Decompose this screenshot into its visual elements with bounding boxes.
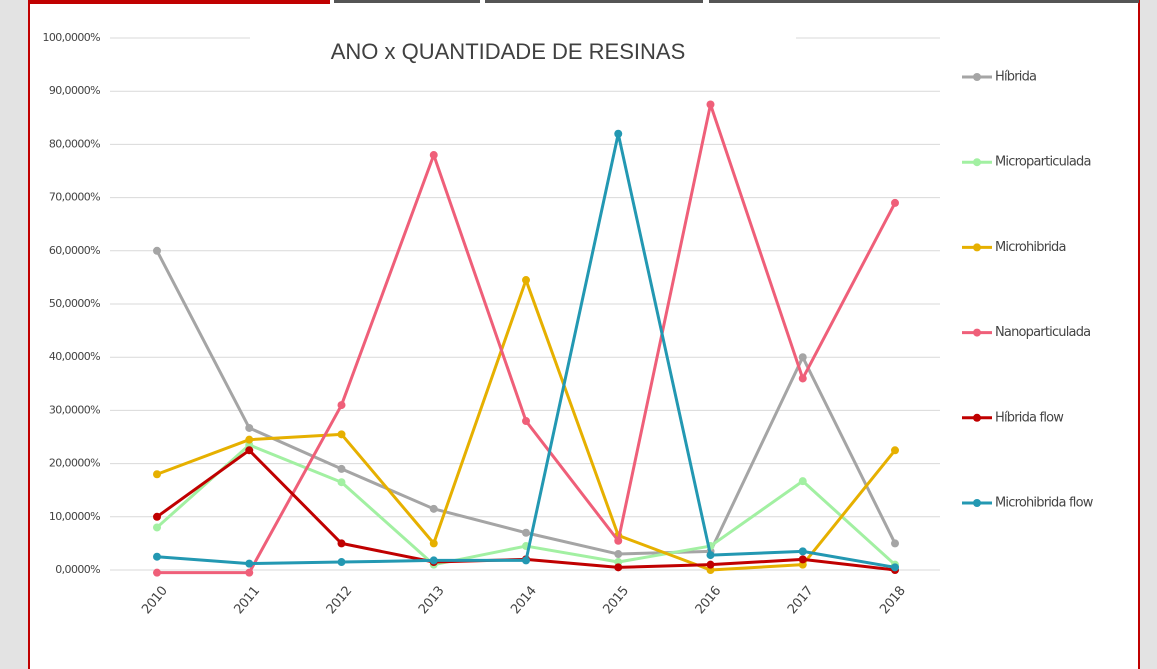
- y-tick-label: 90,0000%: [49, 84, 100, 97]
- point: [153, 568, 161, 577]
- legend-label: Híbrida: [995, 70, 1036, 85]
- legend-label: Microhibrida flow: [995, 496, 1094, 511]
- y-tick-label: 80,0000%: [49, 137, 100, 150]
- y-tick-label: 50,0000%: [49, 297, 100, 310]
- y-tick-label: 40,0000%: [49, 350, 100, 363]
- legend-marker: [973, 499, 981, 507]
- point: [337, 464, 346, 473]
- point: [337, 558, 346, 567]
- tab[interactable]: [334, 0, 480, 3]
- point: [429, 151, 438, 160]
- tab[interactable]: [709, 0, 1139, 3]
- legend-marker: [973, 243, 981, 252]
- legend-label: Microhibrida: [995, 240, 1066, 255]
- point: [798, 353, 807, 362]
- legend-label: Microparticulada: [995, 155, 1091, 170]
- point: [245, 435, 254, 444]
- y-tick-label: 100,0000%: [42, 31, 100, 44]
- point: [429, 539, 438, 548]
- point: [891, 563, 899, 572]
- point: [429, 504, 438, 513]
- tab[interactable]: [485, 0, 703, 3]
- point: [245, 568, 254, 577]
- point: [337, 401, 346, 410]
- y-tick-label: 20,0000%: [49, 457, 100, 470]
- point: [153, 552, 161, 561]
- chart-title: ANO x QUANTIDADE DE RESINAS: [331, 39, 686, 64]
- y-tick-label: 60,0000%: [49, 244, 100, 257]
- point: [337, 478, 346, 487]
- y-tick-label: 10,0000%: [49, 510, 100, 523]
- plot: 0,0000% 10,0000% 20,0000% 30,0000% 40,0000% 5…: [42, 31, 1094, 617]
- legend-label: Híbrida flow: [995, 410, 1064, 425]
- point: [706, 100, 715, 109]
- point: [153, 512, 161, 521]
- point: [429, 556, 438, 565]
- point: [798, 547, 807, 556]
- point: [522, 528, 530, 537]
- point: [614, 536, 623, 545]
- y-tick-label: 30,0000%: [49, 403, 100, 416]
- point: [891, 446, 899, 455]
- legend-marker: [973, 158, 981, 167]
- point: [245, 423, 254, 432]
- point: [891, 198, 899, 207]
- title-bg: [250, 34, 796, 70]
- point: [522, 556, 530, 565]
- point: [337, 539, 346, 548]
- point: [245, 559, 254, 568]
- point: [153, 523, 161, 532]
- point: [522, 276, 530, 285]
- point: [153, 246, 161, 255]
- point: [522, 417, 530, 426]
- y-tick-label: 70,0000%: [49, 191, 100, 204]
- point: [245, 446, 254, 455]
- point: [153, 470, 161, 479]
- active-tab[interactable]: [28, 0, 330, 4]
- point: [337, 430, 346, 439]
- point: [798, 374, 807, 383]
- point: [614, 550, 623, 559]
- point: [891, 539, 899, 548]
- legend-marker: [973, 413, 981, 422]
- point: [706, 551, 715, 560]
- panel: [28, 0, 1140, 669]
- y-tick-label: 0,0000%: [55, 563, 100, 576]
- point: [706, 560, 715, 569]
- legend-marker: [973, 73, 981, 81]
- legend-label: Nanoparticulada: [995, 325, 1090, 340]
- point: [614, 129, 623, 138]
- point: [798, 555, 807, 564]
- legend-marker: [973, 328, 981, 337]
- point: [798, 477, 807, 486]
- point: [614, 563, 623, 572]
